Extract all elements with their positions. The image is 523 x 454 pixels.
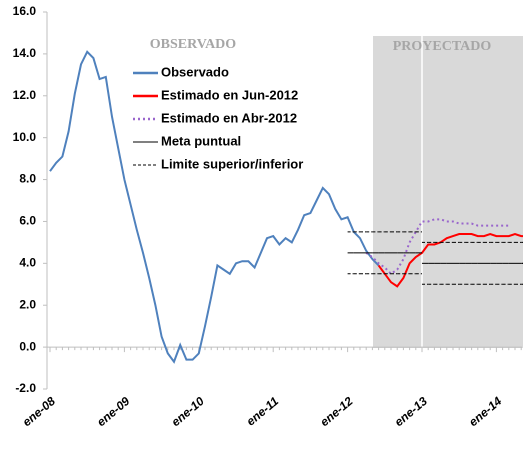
annotation: OBSERVADO [150,37,236,52]
series-line [365,218,509,276]
y-tick-label: 6.0 [19,214,36,228]
legend-label: Meta puntual [161,133,241,148]
annotation: PROYECTADO [393,39,492,54]
legend-label: Estimado en Abr-2012 [161,110,297,125]
y-tick-label: -2.0 [15,381,36,395]
y-tick-label: 4.0 [19,256,36,270]
x-tick-label: ene-10 [169,394,207,429]
y-tick-label: 16.0 [13,4,37,18]
x-tick-label: ene-09 [94,394,132,429]
x-tick-label: ene-12 [317,394,355,429]
x-tick-label: ene-14 [466,394,504,429]
legend-label: Estimado en Jun-2012 [161,87,298,102]
series-line [377,232,523,288]
y-tick-label: 2.0 [19,297,36,311]
y-tick-label: 10.0 [13,130,37,144]
x-tick-label: ene-08 [20,394,58,429]
y-tick-label: 0.0 [19,339,36,353]
y-tick-label: 12.0 [13,88,37,102]
projection-shade [373,36,523,348]
y-tick-label: 14.0 [13,46,37,60]
x-tick-label: ene-11 [244,394,282,429]
x-tick-label: ene-13 [392,394,430,429]
series-line [49,50,380,364]
y-tick-label: 8.0 [19,172,36,186]
legend-label: Observado [161,64,229,79]
legend-label: Limite superior/inferior [161,156,303,171]
